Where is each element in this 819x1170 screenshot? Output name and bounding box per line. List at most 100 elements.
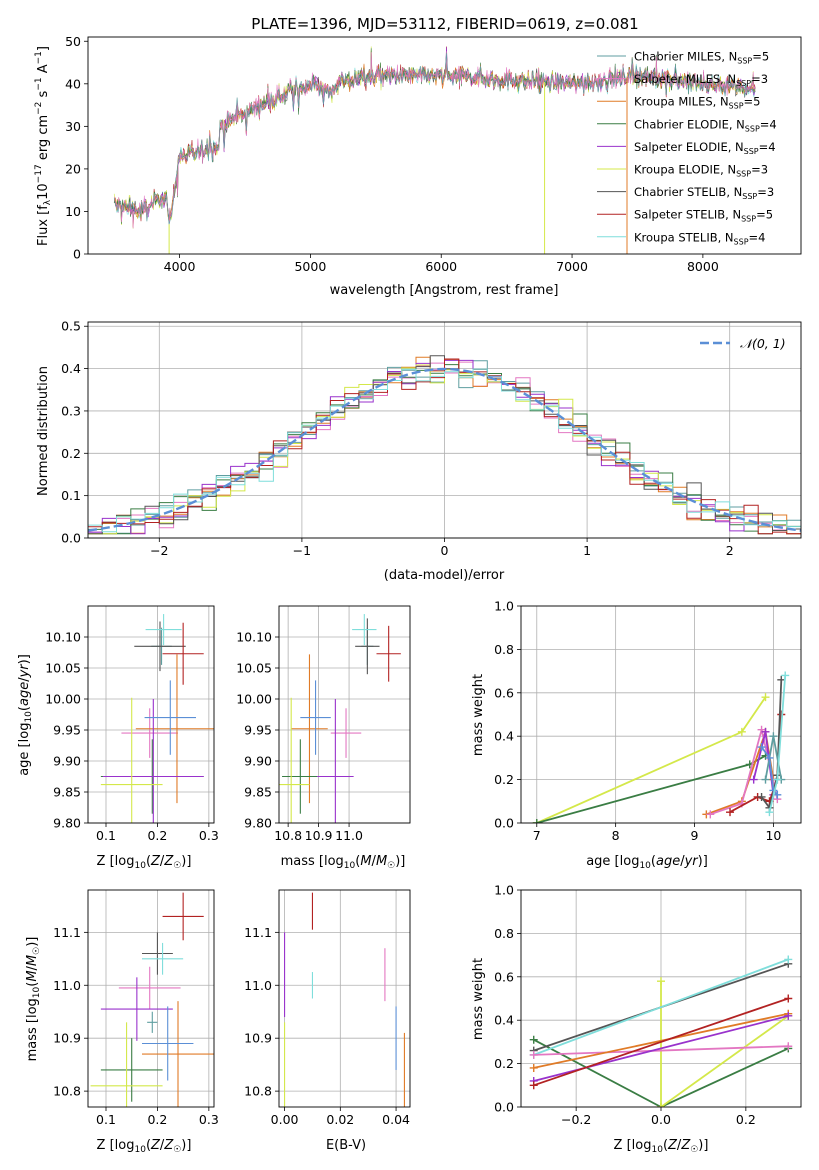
age_vs_Z-xtick-label: 0.3 bbox=[199, 828, 219, 843]
residuals-axes: (data-model)/error Normed distribution −… bbox=[36, 319, 802, 583]
weight_vs_Z-ytick-label: 0.8 bbox=[494, 926, 514, 941]
age_vs_Z-frame bbox=[87, 605, 215, 824]
errorbar-normal bbox=[142, 1006, 194, 1081]
weight_vs_age-xtick-label: 7 bbox=[533, 828, 541, 843]
weight_vs_Z-xtick-label: −0.2 bbox=[561, 1112, 591, 1127]
age_vs_mass-ytick-label: 10.00 bbox=[236, 692, 272, 707]
residuals-xtick-label: −1 bbox=[293, 543, 311, 558]
figure-title: PLATE=1396, MJD=53112, FIBERID=0619, z=0… bbox=[251, 15, 638, 33]
age_vs_Z-plot-area bbox=[100, 614, 214, 823]
spectrum-line-chabrier-miles bbox=[113, 53, 756, 225]
age_vs_mass-ytick-label: 9.85 bbox=[244, 785, 272, 800]
weight-line-chabrier-stelib-marker bbox=[757, 792, 766, 801]
weight-line-kroupa-stelib-marker bbox=[765, 808, 774, 817]
errorbar-chabrier-miles bbox=[147, 1011, 158, 1033]
legend-entry-salpeter-stelib: Salpeter STELIB, NSSP=5 bbox=[634, 208, 773, 224]
residuals-ylabel: Normed distribution bbox=[36, 366, 51, 496]
errorbar-kroupa-elodie bbox=[279, 697, 310, 823]
residuals-ytick-label: 0.4 bbox=[61, 361, 81, 376]
mass-vs-Z-xlabel: Z [log10(Z/Z☉)] bbox=[97, 1138, 192, 1155]
weight_vs_Z-ytick-label: 0.4 bbox=[494, 1013, 514, 1028]
normal-curve bbox=[88, 367, 801, 532]
weight-line-salpeter-stelib-marker bbox=[726, 808, 735, 817]
age_vs_mass-ytick-label: 10.10 bbox=[236, 630, 272, 645]
weight_vs_Z-ytick-label: 1.0 bbox=[494, 883, 514, 898]
residuals-plot-area bbox=[88, 355, 801, 538]
spectrum-legend: Chabrier MILES, NSSP=5 Salpeter MILES, NS… bbox=[597, 50, 777, 246]
weight-line-normal-marker bbox=[773, 790, 782, 799]
spectrum-xtick-label: 5000 bbox=[294, 259, 326, 274]
errorbar-kroupa-elodie bbox=[100, 697, 163, 823]
residuals-frame bbox=[87, 321, 802, 539]
weight-vs-age-xlabel: age [log10(age/yr)] bbox=[586, 854, 708, 871]
age_vs_mass-ytick-label: 9.90 bbox=[244, 754, 272, 769]
weight_vs_age-ytick-label: 0.8 bbox=[494, 642, 514, 657]
errorbar-kroupa-stelib bbox=[352, 614, 377, 646]
mass_vs_Z-ytick-label: 11.1 bbox=[53, 925, 81, 940]
mass_vs_Z-ytick-label: 10.9 bbox=[53, 1031, 81, 1046]
errorbar-salpeter-stelib bbox=[162, 622, 204, 685]
age_vs_Z-ytick-label: 10.05 bbox=[45, 661, 81, 676]
weight_vs_Z-frame bbox=[520, 889, 802, 1108]
weight-line-kroupa-stelib-marker bbox=[781, 671, 790, 680]
weight-vs-age-ylabel: mass weight bbox=[471, 674, 486, 756]
residuals-xtick-label: 2 bbox=[726, 543, 734, 558]
mass_vs_Z-xtick-label: 0.1 bbox=[96, 1112, 116, 1127]
weight-line-salpeter-stelib-marker bbox=[529, 1081, 538, 1090]
mass-vs-Z-ylabel: mass [log10(M/M☉)] bbox=[25, 937, 42, 1062]
weight-line-chabrier-elodie bbox=[533, 1038, 789, 1107]
weight_vs_Z-ytick-label: 0.0 bbox=[494, 1100, 514, 1115]
legend-entry-kroupa-miles: Kroupa MILES, NSSP=5 bbox=[634, 95, 760, 111]
histogram-kroupa-stelib bbox=[88, 368, 801, 538]
mass_vs_EBV-xtick-label: 0.04 bbox=[382, 1112, 410, 1127]
errorbar-kroupa-miles bbox=[135, 654, 214, 804]
residuals-xtick-label: 0 bbox=[441, 543, 449, 558]
age_vs_Z-xtick-label: 0.2 bbox=[147, 828, 167, 843]
weight-vs-age-axes: age [log10(age/yr)] mass weight 7 8 9 10 0.0… bbox=[471, 599, 802, 871]
age_vs_Z-ytick-label: 9.95 bbox=[53, 723, 81, 738]
age_vs_mass-xtick-label: 11.0 bbox=[335, 828, 363, 843]
age_vs_Z-ytick-label: 10.00 bbox=[45, 692, 81, 707]
weight-line-kroupa-stelib-marker bbox=[773, 775, 782, 784]
mass_vs_EBV-ytick-label: 10.8 bbox=[244, 1084, 272, 1099]
weight-line-kroupa-miles-marker bbox=[529, 1063, 538, 1072]
weight-line-normal bbox=[760, 746, 778, 796]
errorbar-salpeter-elodie bbox=[102, 699, 204, 823]
spectrum-ylabel: Flux [fλ10−17 erg cm−2 s−1 A−1] bbox=[34, 46, 53, 246]
spectrum-ytick-label: 20 bbox=[65, 161, 81, 176]
age-vs-metallicity-axes: Z [log10(Z/Z☉)] age [log10(age/yr)] 0.1 0… bbox=[17, 605, 219, 871]
age-vs-mass-xlabel: mass [log10(M/M☉)] bbox=[281, 854, 406, 871]
weight_vs_age-xtick-label: 9 bbox=[691, 828, 699, 843]
weight-line-kroupa-miles bbox=[533, 1012, 789, 1069]
errorbar-normal bbox=[300, 680, 331, 755]
age_vs_mass-frame bbox=[278, 605, 411, 824]
weight-line-chabrier-elodie bbox=[536, 754, 766, 823]
weight-line-chabrier-elodie-marker bbox=[529, 1035, 538, 1044]
weight_vs_age-ytick-label: 0.0 bbox=[494, 816, 514, 831]
age_vs_mass-plot-area bbox=[279, 614, 401, 823]
weight-line-chabrier-miles-marker bbox=[769, 732, 778, 741]
weight_vs_age-ytick-label: 0.4 bbox=[494, 729, 514, 744]
age_vs_mass-ytick-label: 9.80 bbox=[244, 816, 272, 831]
weight_vs_age-plot-area bbox=[532, 671, 790, 823]
residuals-ytick-label: 0.5 bbox=[61, 319, 81, 334]
weight_vs_Z-plot-area bbox=[529, 955, 793, 1107]
weight-line-kroupa-stelib bbox=[533, 958, 789, 1056]
mass_vs_EBV-ytick-label: 11.0 bbox=[244, 978, 272, 993]
spectrum-xtick-label: 6000 bbox=[425, 259, 457, 274]
weight-line-normal-marker bbox=[765, 753, 774, 762]
weight-line-kroupa-elodie bbox=[536, 696, 767, 823]
age_vs_mass-xtick-label: 10.8 bbox=[274, 828, 302, 843]
residuals-xtick-label: −2 bbox=[150, 543, 168, 558]
legend-entry-salpeter-miles: Salpeter MILES, NSSP=3 bbox=[634, 72, 768, 88]
residuals-ytick-label: 0.2 bbox=[61, 446, 81, 461]
weight-line-kroupa-stelib-marker bbox=[784, 955, 793, 964]
spectrum-axes: wavelength [Angstrom, rest frame] Flux [… bbox=[34, 34, 802, 298]
weight-line-salpeter-miles-marker bbox=[529, 1050, 538, 1059]
mass_vs_EBV-xtick-label: 0.00 bbox=[271, 1112, 299, 1127]
errorbar-chabrier-stelib bbox=[142, 932, 173, 975]
age_vs_Z-xtick-label: 0.1 bbox=[96, 828, 116, 843]
errorbar-kroupa-stelib bbox=[145, 614, 182, 646]
mass_vs_Z-plot-area bbox=[90, 892, 214, 1107]
